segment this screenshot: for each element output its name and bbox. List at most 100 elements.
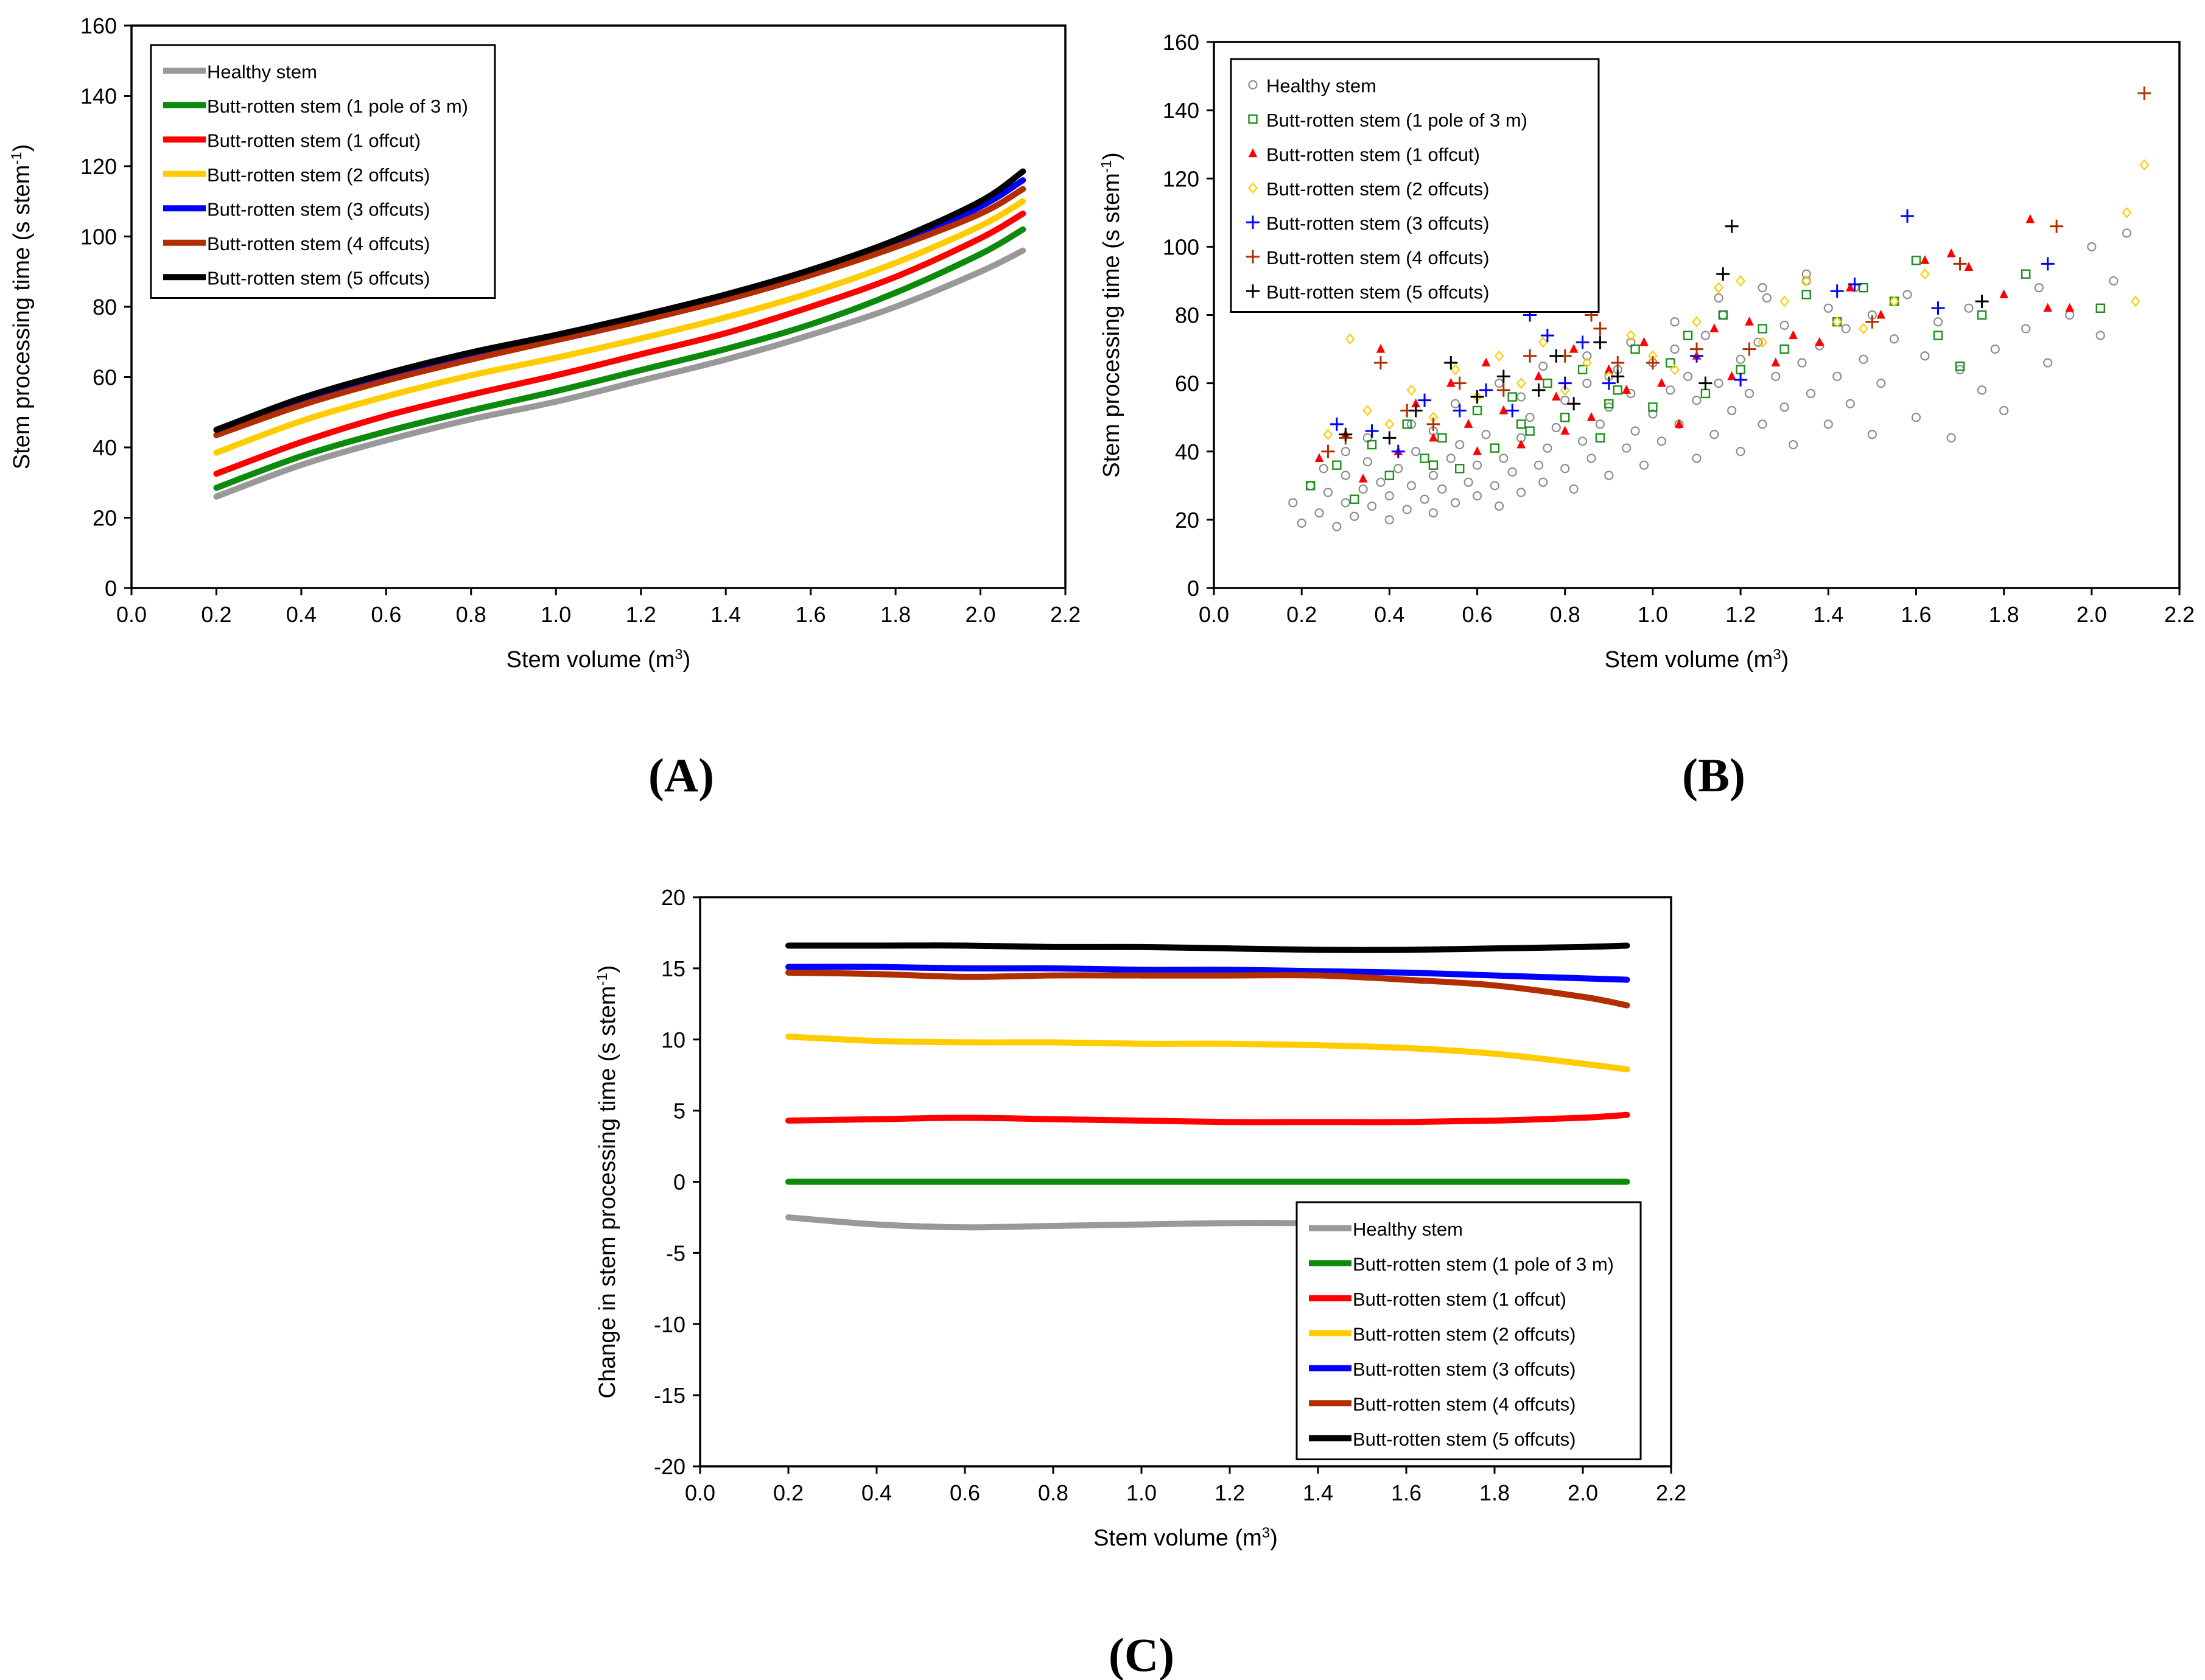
- legend-label: Healthy stem: [1266, 75, 1376, 96]
- x-tick-label: 0.2: [1286, 602, 1317, 627]
- x-tick-label: 0.8: [456, 602, 486, 627]
- data-point: [1341, 471, 1350, 480]
- data-point: [1801, 269, 1811, 279]
- data-point: [1490, 481, 1499, 491]
- x-tick-label: 1.0: [1126, 1480, 1157, 1505]
- data-point: [1718, 310, 1728, 320]
- data-point: [1523, 349, 1537, 363]
- data-point: [2041, 257, 2055, 271]
- panel-label-a: (A): [648, 749, 714, 802]
- data-point: [2087, 242, 2097, 251]
- data-point: [1479, 383, 1493, 397]
- data-point: [1516, 419, 1526, 429]
- x-tick-label: 1.6: [1391, 1480, 1422, 1505]
- data-point: [1586, 412, 1596, 421]
- data-point: [1332, 522, 1342, 531]
- data-point: [1745, 317, 1754, 326]
- x-tick-label: 1.4: [1303, 1480, 1333, 1505]
- data-point: [1977, 385, 1987, 395]
- y-tick-label: 160: [80, 13, 117, 38]
- legend-label: Butt-rotten stem (3 offcuts): [1353, 1359, 1576, 1380]
- data-point: [1538, 361, 1548, 371]
- legend-marker: [1246, 250, 1260, 264]
- data-point: [1593, 321, 1607, 335]
- data-point: [1859, 282, 1868, 293]
- data-point: [2137, 86, 2151, 100]
- x-axis-label: Stem volume (m3): [1093, 1525, 1278, 1552]
- data-point: [1933, 331, 1943, 340]
- y-tick-label: 0: [1187, 576, 1199, 601]
- data-point: [1593, 335, 1607, 349]
- chart-a: 0.0 0.2 0.4 0.6 0.8 1.0 1.2 1.4 1.6 1.8 2.0 2.2 0 20 4…: [9, 13, 1081, 673]
- data-point: [1499, 453, 1509, 463]
- chart-c: 0.0 0.2 0.4 0.6 0.8 1.0 1.2 1.4 1.6 1.8 2.0 2.2 -20 -…: [594, 885, 1687, 1551]
- data-point: [1314, 508, 1324, 518]
- data-point: [1446, 378, 1456, 387]
- data-point: [1604, 364, 1614, 374]
- y-tick-label: 120: [80, 154, 117, 179]
- data-point: [1319, 464, 1328, 474]
- data-point: [1362, 405, 1373, 416]
- data-point: [1534, 460, 1544, 470]
- data-point: [1714, 282, 1724, 293]
- data-point: [1450, 399, 1460, 408]
- data-point: [1420, 494, 1429, 504]
- data-point: [1358, 484, 1368, 494]
- chart-b: 0.0 0.2 0.4 0.6 0.8 1.0 1.2 1.4 1.6 1.8 2.0 2.2 0 20 4…: [1098, 30, 2195, 673]
- data-point: [1384, 515, 1394, 525]
- legend-box: [1230, 58, 1600, 313]
- data-point: [1611, 355, 1625, 369]
- data-point: [1602, 376, 1616, 390]
- x-tick-label: 0.4: [861, 1480, 892, 1505]
- plot-frame: [130, 24, 1067, 589]
- y-tick-label: -5: [666, 1241, 685, 1265]
- x-tick-label: 1.2: [1725, 602, 1756, 627]
- data-point: [1692, 316, 1702, 327]
- series-line: [213, 226, 1026, 491]
- data-point: [1402, 505, 1412, 514]
- panel-label-c: (C): [1109, 1628, 1174, 1680]
- data-point: [2122, 207, 2132, 219]
- data-point: [1582, 379, 1592, 388]
- data-point: [1736, 447, 1745, 457]
- data-point: [1911, 256, 1921, 265]
- legend: Healthy stem Butt-rotten stem (1 pole of …: [1295, 1201, 1642, 1460]
- legend-label: Butt-rotten stem (2 offcuts): [207, 164, 430, 186]
- data-point: [1362, 457, 1372, 467]
- y-axis-label: Stem processing time (s stem-1): [1098, 152, 1125, 477]
- data-point: [1674, 419, 1684, 428]
- data-point: [1736, 275, 1746, 287]
- data-point: [1297, 518, 1306, 528]
- data-point: [2043, 303, 2053, 312]
- data-point: [1613, 385, 1622, 395]
- legend-label: Butt-rotten stem (5 offcuts): [1266, 281, 1489, 303]
- data-point: [1549, 349, 1563, 363]
- data-point: [1977, 310, 1987, 320]
- x-tick-label: 0.0: [116, 602, 147, 627]
- data-point: [1734, 373, 1748, 387]
- data-point: [1376, 343, 1386, 353]
- data-point: [1402, 419, 1412, 429]
- data-point: [1350, 511, 1359, 521]
- legend-box: [1295, 1201, 1642, 1460]
- data-point: [1830, 284, 1844, 298]
- data-point: [1736, 365, 1745, 374]
- data-point: [1532, 383, 1546, 397]
- x-tick-label: 0.8: [1550, 602, 1580, 627]
- data-point: [1889, 334, 1899, 344]
- data-point: [1709, 323, 1719, 332]
- data-point: [1725, 219, 1739, 233]
- series-line: [213, 168, 1026, 433]
- x-tick-label: 0.8: [1038, 1480, 1068, 1505]
- data-point: [1538, 337, 1548, 348]
- data-point: [1543, 443, 1552, 453]
- data-point: [1669, 364, 1680, 376]
- data-point: [1727, 405, 1737, 416]
- plot-frame: [699, 896, 1672, 1468]
- data-point: [1611, 369, 1625, 383]
- data-point: [1543, 378, 1552, 388]
- x-tick-label: 1.0: [541, 602, 571, 627]
- data-point: [1625, 329, 1636, 341]
- data-point: [1494, 379, 1504, 388]
